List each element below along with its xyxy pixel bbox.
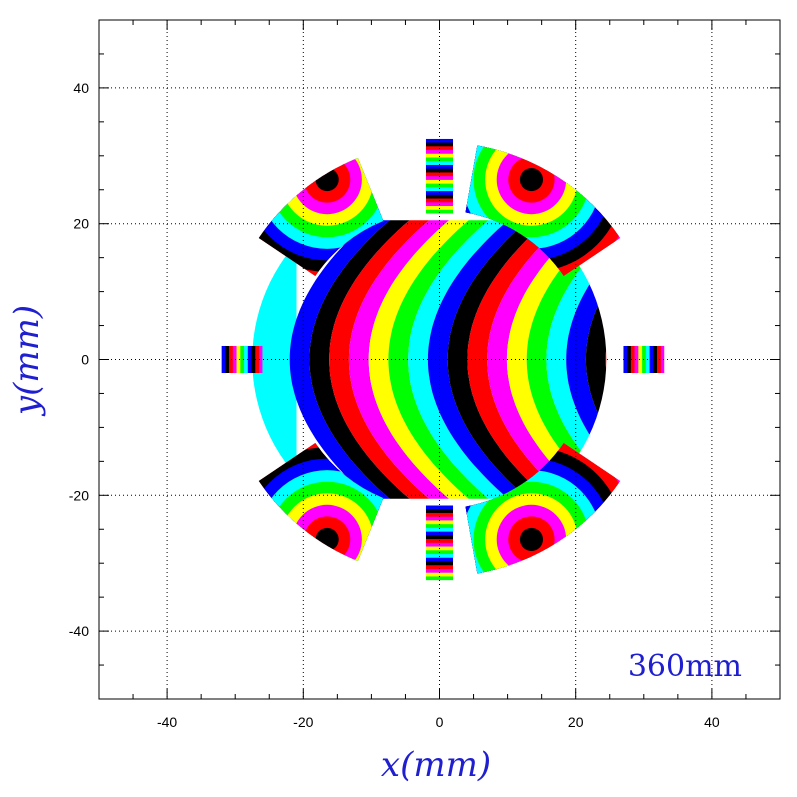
contour-stripe [251,345,256,374]
y-tick-label: -20 [69,487,89,503]
x-axis-title: x(mm) [381,745,491,785]
y-axis-title: y(mm) [7,305,47,417]
contour-band [348,220,461,499]
contour-band [289,220,402,499]
contour-stripe [425,505,454,510]
contour-stripe [240,345,245,374]
contour-stripe [425,572,454,577]
contour-stripe [425,191,454,196]
contour-stripe [236,345,241,374]
contour-band [487,220,600,499]
contour-stripe [623,345,628,374]
contour-band [546,220,607,499]
contour-band [408,220,521,499]
contour-stripe [425,512,454,517]
contour-stripe [244,345,249,374]
tick-marks [98,19,781,700]
y-tick-label: -40 [69,623,89,639]
contour-stripe [425,576,454,581]
contour-stripe [259,345,263,374]
contour-stripe [425,568,454,574]
y-tick-label: 40 [73,80,89,96]
contour-stripe [627,345,632,374]
contour-stripe [660,345,665,374]
contour-stripe [638,345,643,374]
contour-stripe [425,527,454,532]
contour-stripe [425,172,454,177]
x-tick-label: -20 [293,714,313,730]
contour-stripe [425,516,454,521]
contour-band [388,220,501,499]
plot-annotation: 360mm [628,649,742,684]
contour-stripe [425,157,454,162]
contour-stripe [232,345,237,374]
contour-stripe [425,153,454,158]
y-tick-labels: -40 -20 0 20 40 [69,80,89,639]
contour-stripe [425,187,454,192]
contour-band [309,220,422,499]
grid-lines [99,20,780,699]
contour-stripe [425,535,454,540]
contour-band [427,220,540,499]
x-tick-labels: -40 -20 0 20 40 [157,714,720,730]
contour-band [526,220,607,499]
contour-stripe [425,183,454,188]
y-tick-label: 20 [73,216,89,232]
contour-stripe [247,345,252,374]
contour-stripe [630,345,635,374]
contour-ring [315,168,339,192]
contour-band [329,220,442,499]
x-tick-label: 0 [436,714,444,730]
contour-stripe [425,561,454,566]
contour-band [506,220,607,499]
contour-stripe [425,168,454,173]
contour-ring [315,527,339,551]
contour-stripe [425,164,454,170]
contour-stripe [425,557,454,562]
contour-stripe [425,179,454,184]
contour-stripe [425,524,454,529]
contour-band [467,220,580,499]
x-tick-label: 20 [568,714,584,730]
contour-band [447,220,560,499]
contour-stripe [425,161,454,166]
contour-stripe [634,345,639,374]
region-strip-right [623,345,665,374]
contour-ring [519,168,544,192]
contour-stripe [425,520,454,525]
contour-stripe [425,539,454,544]
x-tick-label: -40 [157,714,177,730]
contour-band [704,210,797,509]
contour-stripe [642,345,647,374]
contour-stripe [425,176,454,181]
contour-band [665,210,777,509]
y-tick-label: 0 [81,352,89,368]
contour-stripe [255,345,260,374]
contour-stripe [425,565,454,570]
x-tick-label: 40 [704,714,720,730]
contour-ring [519,527,544,551]
region-sector-upper-left [258,158,384,276]
contour-stripe [425,531,454,536]
contour-stripe [425,209,454,214]
contour-band [368,220,481,499]
contour-stripe [425,509,454,514]
